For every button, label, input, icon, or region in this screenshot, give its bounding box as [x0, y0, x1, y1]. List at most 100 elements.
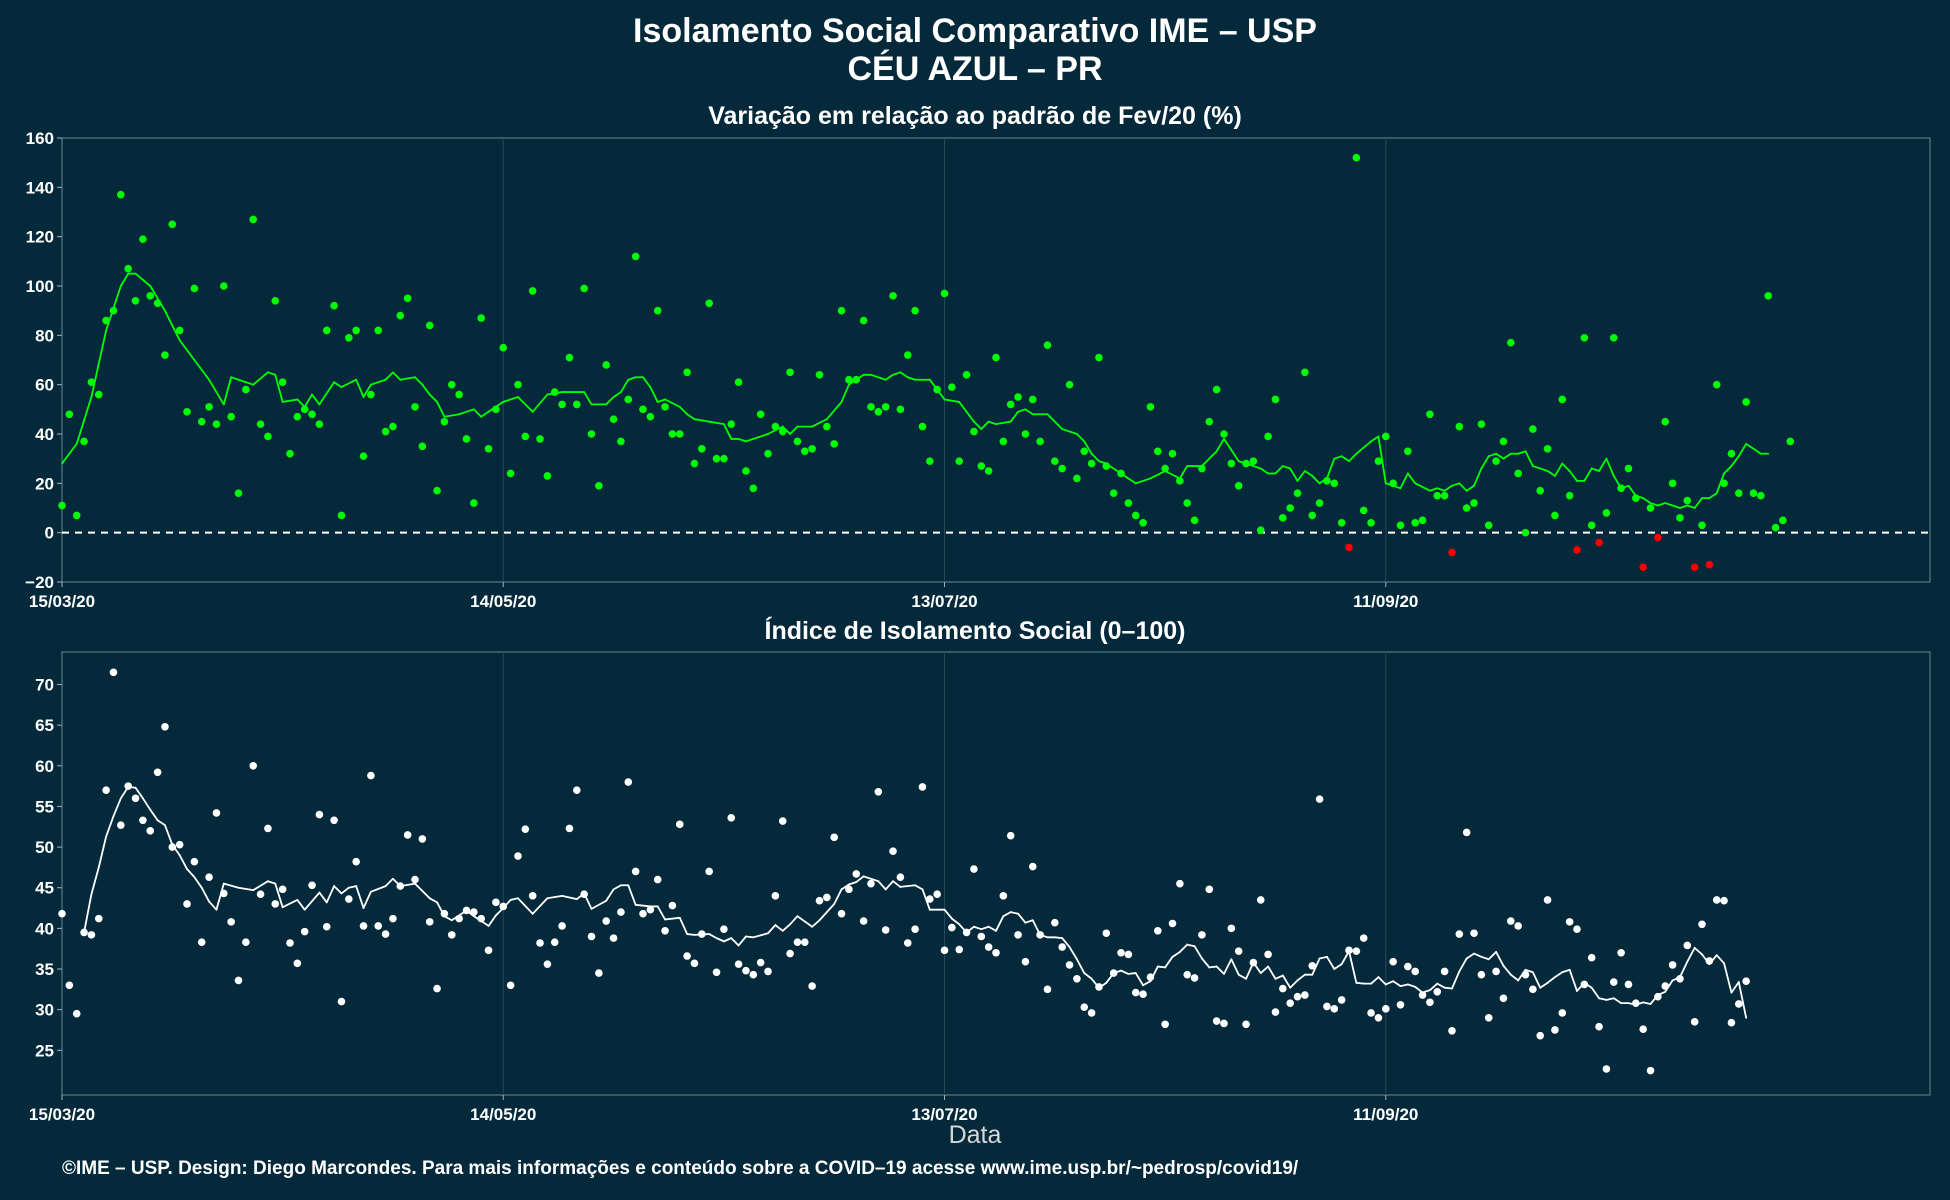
data-point: [403, 831, 412, 839]
moving-average-segment: [1009, 911, 1019, 915]
data-point: [1058, 943, 1066, 951]
data-point: [72, 511, 81, 520]
moving-average-segment: [1473, 952, 1483, 958]
y-tick-label: 60: [35, 376, 54, 395]
moving-average-segment: [1458, 957, 1468, 973]
moving-average-segment: [877, 880, 887, 891]
moving-average-segment: [1392, 980, 1402, 987]
data-point: [823, 893, 831, 902]
moving-average-segment: [531, 897, 549, 915]
moving-average-segment: [355, 378, 365, 398]
data-point: [87, 378, 96, 387]
moving-average-segment: [90, 866, 100, 896]
moving-average-segment: [943, 398, 961, 403]
moving-average-segment: [134, 272, 152, 287]
data-point: [1381, 1005, 1390, 1013]
data-point: [58, 501, 66, 510]
data-point: [1639, 1025, 1647, 1033]
data-point: [852, 375, 861, 384]
data-point: [1286, 999, 1294, 1007]
moving-average-segment: [1524, 968, 1534, 974]
moving-average-segment: [1215, 438, 1225, 453]
data-point: [1212, 1017, 1221, 1025]
data-point: [1176, 477, 1184, 485]
data-point: [1705, 957, 1714, 965]
data-point: [609, 934, 618, 942]
data-point: [308, 881, 316, 890]
data-point: [256, 890, 265, 899]
moving-average-segment: [1429, 487, 1439, 492]
moving-average-segment: [333, 381, 343, 389]
data-point: [536, 435, 544, 443]
moving-average-segment: [1208, 965, 1218, 969]
data-point: [271, 297, 280, 305]
data-point: [962, 371, 971, 379]
moving-average-segment: [664, 916, 681, 921]
data-point: [1668, 961, 1677, 969]
moving-average-segment: [1061, 937, 1071, 948]
data-point: [595, 482, 603, 490]
data-point: [462, 906, 471, 915]
data-point: [315, 420, 324, 428]
data-point: [168, 220, 177, 229]
moving-average-segment: [230, 376, 247, 384]
data-point: [521, 825, 530, 833]
moving-average-segment: [1745, 442, 1755, 450]
moving-average-segment: [995, 915, 1005, 932]
data-point: [528, 287, 537, 295]
moving-average-segment: [303, 891, 321, 911]
data-point: [999, 437, 1008, 446]
moving-average-segment: [237, 886, 255, 892]
moving-average-segment: [421, 383, 431, 396]
moving-average-segment: [752, 433, 769, 440]
data-point: [470, 908, 478, 916]
moving-average-segment: [899, 371, 909, 379]
moving-average-segment: [1134, 972, 1144, 987]
data-point: [161, 722, 169, 731]
data-point: [609, 415, 618, 424]
data-point: [1484, 521, 1493, 530]
data-point: [1124, 950, 1133, 959]
data-point: [506, 469, 515, 478]
data-point: [631, 867, 640, 876]
data-point: [926, 895, 934, 903]
data-point: [367, 771, 375, 780]
moving-average-segment: [1017, 912, 1027, 924]
data-point: [1242, 459, 1250, 468]
data-point: [1227, 459, 1236, 468]
data-point: [1117, 948, 1125, 957]
data-point: [992, 353, 1000, 362]
moving-average-segment: [333, 885, 343, 895]
moving-average-segment: [546, 894, 563, 900]
data-point: [322, 326, 331, 335]
moving-average-segment: [1612, 997, 1623, 1005]
moving-average-segment: [1531, 465, 1549, 472]
moving-average-segment: [1539, 981, 1549, 989]
data-point: [955, 945, 964, 954]
moving-average-segment: [1333, 455, 1343, 460]
moving-average-segment: [693, 418, 711, 423]
moving-average-segment: [1436, 487, 1446, 492]
moving-average-segment: [208, 900, 218, 911]
data-point: [1433, 987, 1442, 996]
moving-average-segment: [583, 391, 593, 406]
data-point: [742, 467, 750, 475]
moving-average-segment: [884, 880, 894, 891]
y-tick-label: 50: [35, 838, 54, 857]
moving-average-segment: [958, 401, 975, 423]
bottom-panel-title: Índice de Isolamento Social (0–100): [764, 617, 1186, 645]
data-point: [984, 943, 993, 951]
moving-average-segment: [83, 893, 93, 934]
moving-average-segment: [90, 329, 108, 398]
data-point: [447, 380, 456, 389]
x-tick-label: 14/05/20: [470, 592, 536, 611]
moving-average-segment: [914, 884, 924, 891]
moving-average-segment: [1355, 440, 1372, 455]
data-point: [1212, 385, 1221, 394]
moving-average-segment: [1053, 936, 1064, 940]
moving-average-segment: [222, 882, 240, 889]
moving-average-segment: [149, 808, 159, 822]
data-point: [727, 420, 736, 428]
data-point: [1051, 918, 1059, 927]
